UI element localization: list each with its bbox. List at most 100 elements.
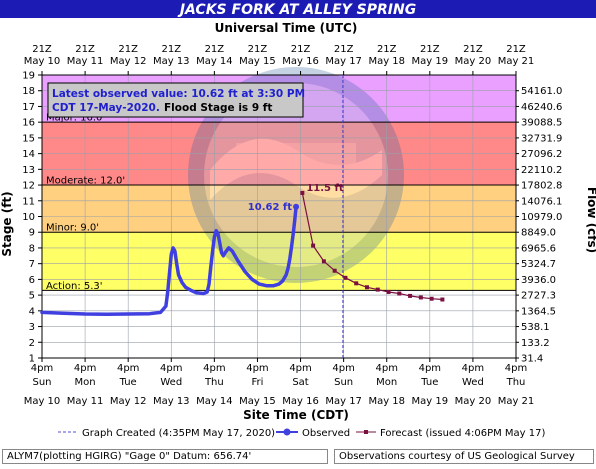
- x-bottom-tick-time: 4pm: [74, 363, 96, 374]
- y-tick-label-right: 5324.7: [521, 259, 556, 270]
- x-top-tick-date: May 11: [67, 56, 104, 67]
- x-top-tick-time: 21Z: [291, 44, 311, 55]
- y-tick-label-right: 32731.9: [521, 133, 562, 144]
- x-bottom-tick-time: 4pm: [117, 363, 139, 374]
- threshold-minor-label: Minor: 9.0': [46, 223, 99, 234]
- x-bottom-tick-day: Sat: [292, 377, 308, 388]
- x-bottom-tick-day: Sun: [334, 377, 353, 388]
- x-top-tick-time: 21Z: [506, 44, 526, 55]
- x-bottom-tick-day: Mon: [75, 377, 96, 388]
- x-top-tick-time: 21Z: [118, 44, 138, 55]
- chart-title: JACKS FORK AT ALLEY SPRING: [177, 2, 416, 18]
- band-0: [42, 290, 516, 358]
- x-bottom-tick-day: Fri: [251, 377, 263, 388]
- x-top-tick-time: 21Z: [32, 44, 52, 55]
- y-tick-label-left: 13: [22, 165, 35, 176]
- y-tick-label-right: 538.1: [521, 322, 550, 333]
- y-tick-label-right: 133.2: [521, 338, 550, 349]
- legend-observed-marker: [283, 428, 291, 436]
- y-tick-label-right: 1364.5: [521, 306, 556, 317]
- x-bottom-tick-time: 4pm: [160, 363, 182, 374]
- x-bottom-tick-day: Thu: [204, 377, 224, 388]
- forecast-point: [418, 295, 423, 300]
- x-bottom-tick-day: Tue: [420, 377, 438, 388]
- x-axis-title: Site Time (CDT): [243, 408, 349, 422]
- y-tick-label-right: 3936.0: [521, 275, 556, 286]
- y-tick-label-left: 5: [29, 291, 35, 302]
- x-top-tick-time: 21Z: [75, 44, 95, 55]
- footer-source: Observations courtesy of US Geological S…: [334, 449, 594, 464]
- legend: Graph Created (4:35PM May 17, 2020) Obse…: [58, 428, 545, 439]
- x-bottom-tick-day: Tue: [119, 377, 137, 388]
- x-top-tick-time: 21Z: [248, 44, 268, 55]
- x-bottom-tick-date: May 13: [153, 396, 190, 407]
- info-box: Latest observed value: 10.62 ft at 3:30 …: [47, 82, 305, 118]
- y-tick-label-left: 18: [22, 86, 35, 97]
- x-bottom-tick-day: Thu: [506, 377, 526, 388]
- forecast-point: [343, 275, 348, 280]
- flood-thresholds: Action: 5.3' Minor: 9.0' Moderate: 12.0' Ma…: [42, 113, 516, 292]
- y-tick-label-left: 3: [29, 322, 35, 333]
- x-top-tick-time: 21Z: [420, 44, 440, 55]
- x-bottom-tick-time: 4pm: [203, 363, 225, 374]
- x-top-tick-date: May 14: [196, 56, 233, 67]
- x-bottom-tick-time: 4pm: [376, 363, 398, 374]
- legend-forecast-label: Forecast (issued 4:06PM May 17): [380, 428, 545, 439]
- forecast-point: [321, 259, 326, 264]
- top-axis-title: Universal Time (UTC): [215, 21, 358, 35]
- y-tick-label-right: 54161.0: [521, 86, 562, 97]
- y-tick-label-left: 16: [22, 118, 35, 129]
- y-tick-label-left: 1: [29, 354, 35, 365]
- x-top-tick-date: May 16: [282, 56, 319, 67]
- threshold-action-label: Action: 5.3': [46, 281, 103, 292]
- x-top-tick-date: May 10: [24, 56, 61, 67]
- y-tick-label-left: 7: [29, 259, 35, 270]
- forecast-point: [375, 287, 380, 292]
- forecast-point: [386, 289, 391, 294]
- info-line2b: Flood Stage is 9 ft: [164, 102, 272, 114]
- y-tick-label-right: 39088.5: [521, 118, 562, 129]
- x-bottom-tick-time: 4pm: [419, 363, 441, 374]
- y-tick-label-right: 8849.0: [521, 228, 556, 239]
- x-top-tick-time: 21Z: [334, 44, 354, 55]
- y-tick-label-left: 17: [22, 102, 35, 113]
- x-bottom-tick-date: May 14: [196, 396, 233, 407]
- x-bottom-tick-date: May 12: [110, 396, 147, 407]
- y-tick-label-left: 11: [22, 196, 35, 207]
- axes: 1234567891011121314151617181931.4133.253…: [22, 44, 562, 407]
- x-bottom-tick-day: Wed: [462, 377, 484, 388]
- x-bottom-tick-time: 4pm: [289, 363, 311, 374]
- band-2: [42, 185, 516, 233]
- x-top-tick-date: May 19: [412, 56, 449, 67]
- x-bottom-tick-date: May 19: [412, 396, 449, 407]
- x-bottom-tick-day: Wed: [160, 377, 182, 388]
- y-tick-label-left: 9: [29, 228, 35, 239]
- y-tick-label-left: 6: [29, 275, 35, 286]
- forecast-point: [429, 296, 434, 301]
- forecast-point: [354, 281, 359, 286]
- x-top-tick-date: May 20: [455, 56, 492, 67]
- y-tick-label-right: 14076.1: [521, 196, 562, 207]
- x-bottom-tick-day: Sun: [32, 377, 51, 388]
- y-tick-label-right: 6965.6: [521, 243, 556, 254]
- x-bottom-tick-date: May 11: [67, 396, 104, 407]
- legend-graph-created-label: Graph Created (4:35PM May 17, 2020): [82, 428, 275, 439]
- info-line2a: CDT 17-May-2020.: [52, 102, 160, 114]
- x-bottom-tick-date: May 21: [498, 396, 535, 407]
- x-bottom-tick-time: 4pm: [31, 363, 53, 374]
- x-bottom-tick-date: May 16: [282, 396, 319, 407]
- legend-forecast-marker: [364, 430, 368, 434]
- y-tick-label-right: 27096.2: [521, 149, 562, 160]
- y-tick-label-left: 19: [22, 71, 35, 82]
- info-line1: Latest observed value: 10.62 ft at 3:30 …: [52, 88, 305, 100]
- x-bottom-tick-date: May 15: [239, 396, 276, 407]
- x-top-tick-time: 21Z: [161, 44, 181, 55]
- x-bottom-tick-date: May 10: [24, 396, 61, 407]
- y-tick-label-left: 4: [29, 306, 35, 317]
- y-tick-label-right: 22110.2: [521, 165, 562, 176]
- x-top-tick-date: May 21: [498, 56, 535, 67]
- x-top-tick-time: 21Z: [205, 44, 225, 55]
- observed-line: [40, 205, 298, 317]
